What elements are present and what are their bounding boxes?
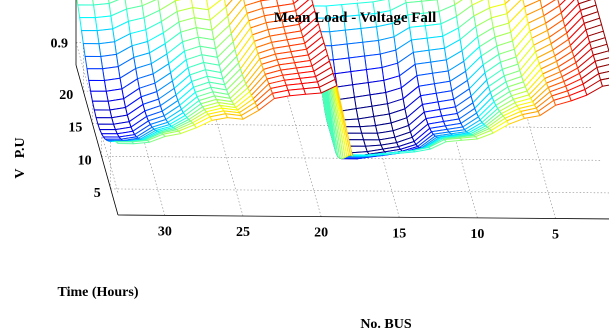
surface-cell — [97, 123, 116, 131]
surface-cell — [81, 30, 100, 45]
z-axis-label: V P.U — [13, 137, 28, 178]
y-tick-label: 20 — [59, 88, 73, 103]
surface-cell — [360, 26, 379, 43]
surface-cell — [303, 86, 322, 95]
x-tick-label: 20 — [314, 226, 328, 241]
surface-cell — [346, 41, 366, 59]
surface-cell — [409, 25, 428, 41]
y-tick-label: 5 — [94, 186, 101, 201]
x-tick-label: 15 — [392, 226, 406, 241]
surface-cell — [99, 129, 118, 135]
tick-layer: 30252015105201510510.950.9 — [51, 36, 560, 243]
surface-cell — [86, 68, 105, 81]
surface-cell — [424, 23, 444, 39]
y-tick-label: 15 — [68, 121, 82, 136]
surface-cell — [77, 4, 96, 19]
surface-cell — [93, 3, 112, 19]
x-tick-label: 25 — [236, 225, 250, 240]
surface-cell — [329, 29, 348, 47]
surface-cell — [350, 154, 369, 157]
surface-cell — [95, 117, 114, 125]
floor-grid-line — [101, 156, 602, 161]
surface-cell — [90, 90, 109, 102]
x-tick-label: 5 — [552, 228, 559, 243]
surface-cell — [88, 79, 107, 92]
surface-cell — [76, 0, 94, 6]
surface-cell — [344, 28, 364, 45]
surface-cell — [359, 125, 378, 134]
surface-cell — [82, 43, 102, 57]
surface-cell — [84, 55, 104, 70]
surface-cell — [364, 53, 383, 71]
x-axis-line — [117, 214, 609, 220]
z-tick-label: 0.9 — [51, 36, 69, 51]
y-axis-line — [75, 64, 119, 216]
surface-cell — [115, 141, 135, 145]
x-axis-label: No. BUS — [360, 317, 412, 332]
surface-cell — [96, 28, 116, 45]
surface-cell — [287, 88, 306, 97]
surface-layer — [76, 0, 609, 160]
surface-cell — [94, 15, 114, 32]
chart-title: Mean Load - Voltage Fall — [274, 10, 437, 26]
surface-cell — [348, 55, 367, 73]
floor-grid-line — [92, 123, 593, 128]
y-axis-label: Time (Hours) — [57, 285, 138, 300]
surface-cell — [361, 132, 380, 141]
y-tick-label: 10 — [78, 153, 92, 168]
surface-cell — [362, 40, 381, 57]
surface-cell — [93, 109, 113, 119]
surface-cell — [79, 17, 98, 32]
surface-cell — [332, 57, 352, 75]
surface-cell — [91, 100, 111, 111]
surface-cell — [331, 43, 350, 61]
x-tick-label: 10 — [470, 227, 484, 242]
floor-grid-line — [110, 188, 609, 194]
x-tick-label: 30 — [158, 224, 172, 239]
